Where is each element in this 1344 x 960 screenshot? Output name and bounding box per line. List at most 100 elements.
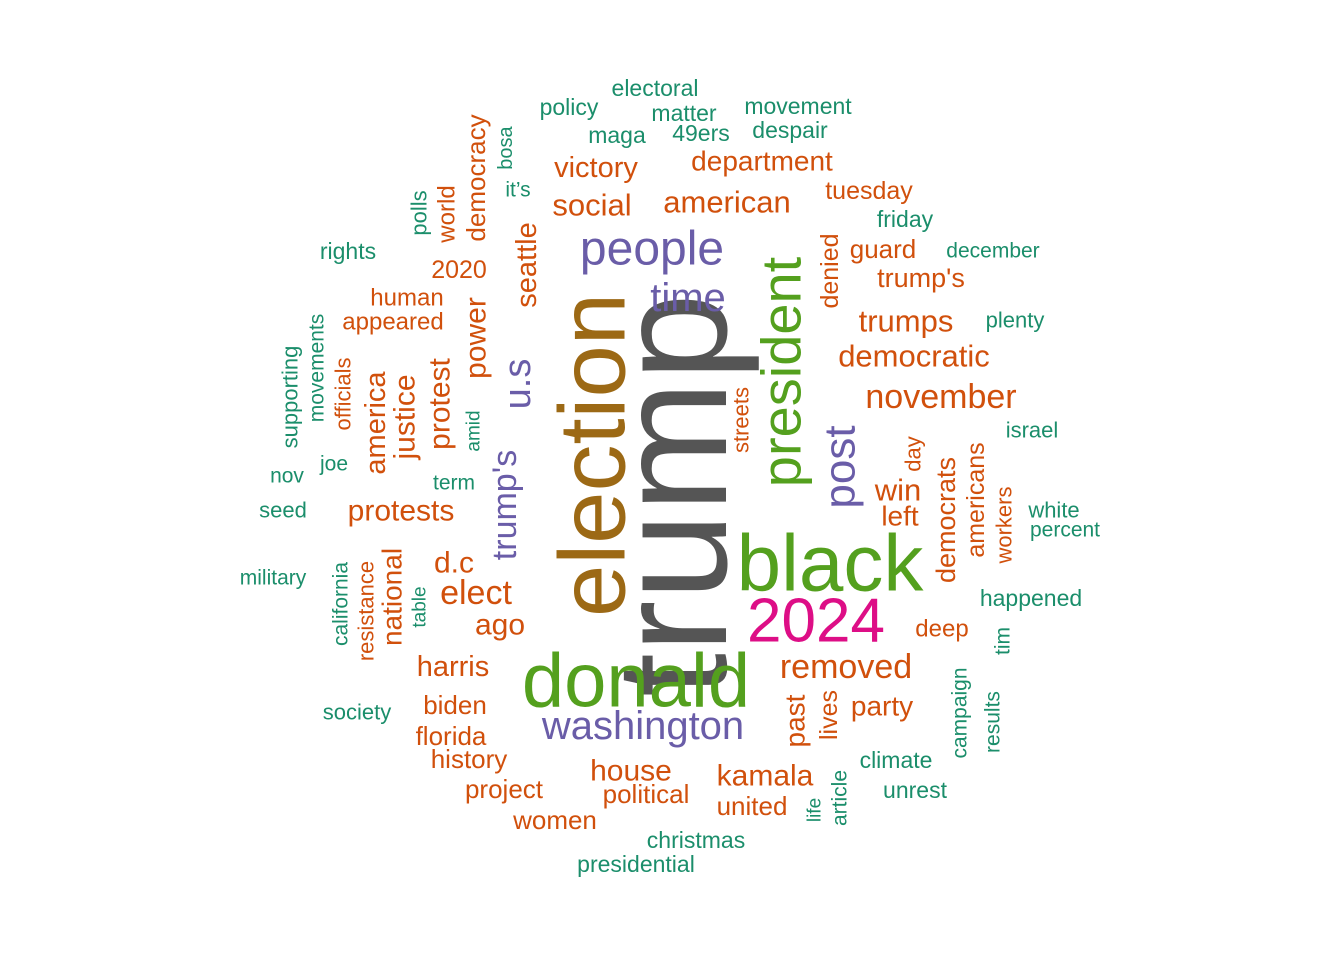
word-it-s: it’s bbox=[505, 179, 530, 202]
word-tuesday: tuesday bbox=[825, 177, 913, 205]
word-democracy: democracy bbox=[461, 114, 491, 241]
word-women: women bbox=[512, 805, 597, 835]
word-december: december bbox=[946, 240, 1039, 263]
word-left: left bbox=[881, 501, 919, 532]
word-party: party bbox=[851, 691, 913, 722]
word-guard: guard bbox=[850, 234, 917, 264]
word-harris: harris bbox=[417, 651, 490, 683]
word-washington: washington bbox=[541, 704, 744, 748]
word-unrest: unrest bbox=[883, 777, 948, 803]
word-campaign: campaign bbox=[949, 667, 972, 758]
word-americans: americans bbox=[962, 442, 990, 557]
word-christmas: christmas bbox=[647, 827, 745, 853]
word-appeared: appeared bbox=[342, 309, 443, 336]
word-political: political bbox=[603, 779, 690, 809]
word-america: america bbox=[360, 371, 392, 475]
word-justice: justice bbox=[389, 374, 422, 460]
word-ago: ago bbox=[475, 609, 525, 642]
word-california: california bbox=[330, 562, 353, 646]
word-seed: seed bbox=[259, 498, 307, 523]
word-kamala: kamala bbox=[717, 760, 814, 793]
word-tim: tim bbox=[992, 627, 1015, 655]
word-movements: movements bbox=[306, 314, 329, 423]
word-policy: policy bbox=[540, 94, 599, 120]
word-deep: deep bbox=[915, 616, 968, 643]
word-trump: trump bbox=[584, 293, 760, 697]
word-presidential: presidential bbox=[577, 851, 695, 877]
word-people: people bbox=[580, 223, 724, 276]
word-florida: florida bbox=[416, 721, 487, 751]
word-american: american bbox=[663, 185, 791, 220]
word-officials: officials bbox=[331, 358, 356, 431]
word-biden: biden bbox=[423, 690, 487, 720]
word-workers: workers bbox=[992, 486, 1017, 564]
word-climate: climate bbox=[860, 747, 933, 773]
word-d-c: d.c bbox=[434, 547, 474, 580]
word-supporting: supporting bbox=[278, 346, 303, 449]
word-president: president bbox=[750, 256, 813, 487]
word-streets: streets bbox=[729, 387, 754, 453]
word-trump-s: trump's bbox=[486, 450, 524, 560]
word-trump-s: trump's bbox=[877, 263, 965, 293]
word-matter: matter bbox=[651, 100, 717, 126]
word-society: society bbox=[323, 700, 391, 725]
word-friday: friday bbox=[877, 206, 934, 232]
word-power: power bbox=[460, 297, 493, 379]
word-rights: rights bbox=[320, 238, 376, 264]
word-table: table bbox=[410, 586, 431, 627]
word-u-s: u.s bbox=[497, 359, 539, 410]
word-bosa: bosa bbox=[495, 125, 517, 169]
word-win: win bbox=[874, 473, 922, 508]
word-article: article bbox=[829, 770, 852, 826]
word-lives: lives bbox=[815, 690, 843, 740]
word-democratic: democratic bbox=[838, 339, 990, 374]
word-democrats: democrats bbox=[931, 457, 961, 583]
word-percent: percent bbox=[1030, 519, 1100, 542]
word-movement: movement bbox=[744, 93, 852, 119]
word-department: department bbox=[691, 146, 833, 177]
word-plenty: plenty bbox=[986, 308, 1045, 333]
word-amid: amid bbox=[464, 410, 485, 451]
word-2020: 2020 bbox=[431, 256, 487, 284]
word-trumps: trumps bbox=[859, 304, 954, 339]
word-past: past bbox=[780, 694, 811, 747]
word-49ers: 49ers bbox=[672, 120, 730, 146]
word-white: white bbox=[1027, 498, 1079, 523]
word-military: military bbox=[240, 567, 307, 590]
word-donald: donald bbox=[522, 639, 750, 724]
word-polls: polls bbox=[407, 190, 432, 235]
word-social: social bbox=[552, 188, 631, 223]
word-despair: despair bbox=[752, 117, 828, 143]
word-history: history bbox=[431, 744, 508, 774]
word-protest: protest bbox=[424, 357, 457, 449]
word-results: results bbox=[982, 691, 1005, 753]
word-november: november bbox=[865, 378, 1016, 416]
word-world: world bbox=[434, 185, 461, 243]
word-victory: victory bbox=[554, 152, 638, 184]
word-resistance: resistance bbox=[354, 561, 379, 661]
word-removed: removed bbox=[780, 648, 912, 686]
word-united: united bbox=[717, 791, 788, 821]
word-time: time bbox=[650, 276, 726, 320]
word-seattle: seattle bbox=[511, 222, 543, 307]
word-post: post bbox=[816, 425, 865, 508]
word-happened: happened bbox=[980, 585, 1082, 611]
word-national: national bbox=[377, 548, 408, 646]
word-electoral: electoral bbox=[612, 75, 699, 101]
word-elect: elect bbox=[440, 574, 512, 612]
word-house: house bbox=[590, 755, 672, 788]
word-maga: maga bbox=[588, 122, 646, 148]
word-black: black bbox=[737, 519, 925, 608]
word-election: election bbox=[540, 293, 645, 617]
word-day: day bbox=[901, 436, 926, 471]
word-denied: denied bbox=[816, 233, 844, 308]
word-2024: 2024 bbox=[747, 587, 885, 656]
word-human: human bbox=[370, 285, 443, 312]
word-life: life bbox=[805, 798, 826, 822]
word-nov: nov bbox=[270, 465, 304, 488]
word-israel: israel bbox=[1006, 418, 1059, 443]
word-project: project bbox=[465, 774, 544, 804]
word-joe: joe bbox=[319, 453, 348, 476]
word-term: term bbox=[433, 472, 475, 495]
